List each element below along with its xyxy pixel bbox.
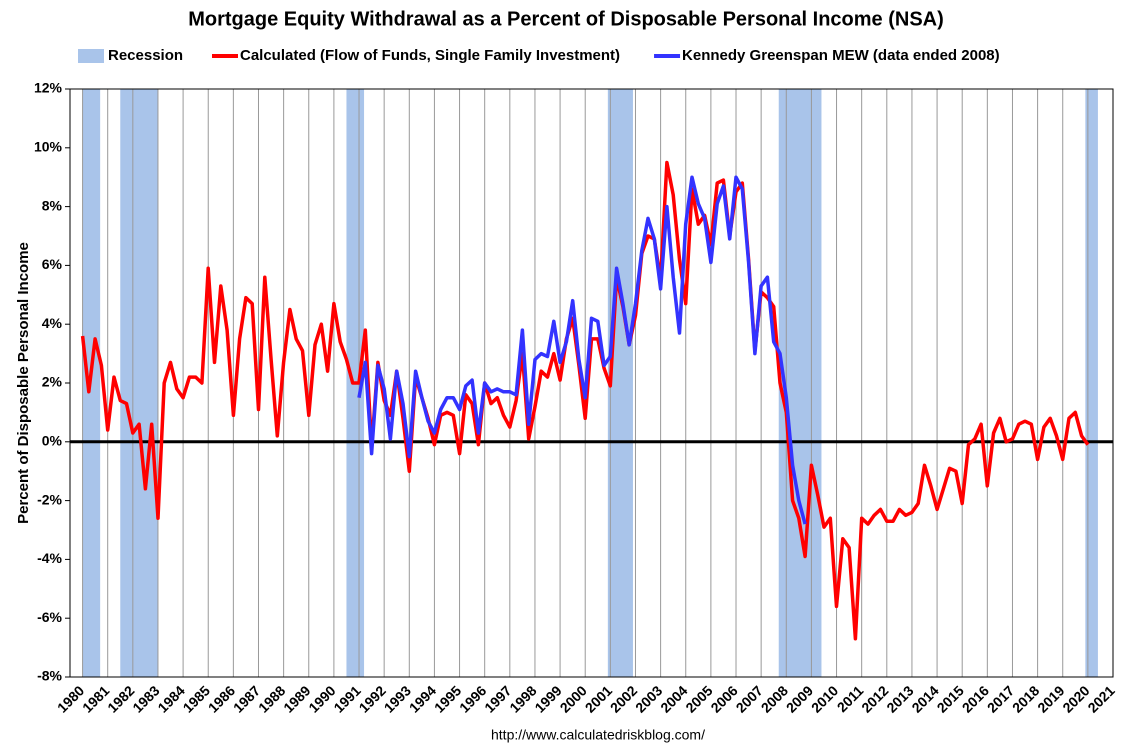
source-note: http://www.calculatedriskblog.com/: [491, 727, 705, 743]
legend-label: Recession: [108, 47, 183, 64]
y-axis-label: Percent of Disposable Personal Income: [15, 242, 32, 524]
y-tick-label: 0%: [42, 433, 63, 449]
legend: Recession Calculated (Flow of Funds, Sing…: [78, 47, 1000, 64]
y-tick-label: 6%: [42, 256, 63, 272]
y-tick-label: -8%: [37, 668, 62, 684]
y-tick-label: -4%: [37, 550, 62, 566]
plot-frame: [69, 88, 1114, 678]
data-line: [357, 175, 807, 525]
y-tick-label: -6%: [37, 609, 62, 625]
y-tick-label: 2%: [42, 374, 63, 390]
y-tick-label: 10%: [34, 139, 63, 155]
y-tick-label: 8%: [42, 197, 63, 213]
recession-band: [120, 89, 158, 677]
legend-label: Calculated (Flow of Funds, Single Family…: [240, 47, 620, 64]
legend-swatch: [78, 49, 104, 63]
y-tick-label: -2%: [37, 491, 62, 507]
y-tick-label: 12%: [34, 80, 63, 96]
legend-label: Kennedy Greenspan MEW (data ended 2008): [682, 47, 1000, 64]
chart-title: Mortgage Equity Withdrawal as a Percent …: [188, 8, 944, 30]
recession-band: [1085, 89, 1098, 677]
y-tick-label: 4%: [42, 315, 63, 331]
data-line: [80, 160, 1090, 641]
